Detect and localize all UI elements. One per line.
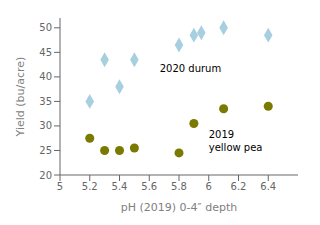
svg-text:25: 25 xyxy=(39,145,52,156)
svg-text:2020 durum: 2020 durum xyxy=(160,63,222,74)
svg-text:45: 45 xyxy=(39,47,52,58)
svg-text:40: 40 xyxy=(39,71,52,82)
svg-text:30: 30 xyxy=(39,120,52,131)
svg-text:pH (2019) 0-4″ depth: pH (2019) 0-4″ depth xyxy=(121,201,237,214)
svg-text:5: 5 xyxy=(57,181,63,192)
svg-text:5.6: 5.6 xyxy=(141,181,157,192)
svg-text:6.4: 6.4 xyxy=(260,181,276,192)
svg-text:2019yellow pea: 2019yellow pea xyxy=(209,129,263,153)
svg-text:20: 20 xyxy=(39,170,52,181)
svg-text:5.4: 5.4 xyxy=(112,181,128,192)
svg-text:5.2: 5.2 xyxy=(82,181,98,192)
svg-text:5.8: 5.8 xyxy=(171,181,187,192)
svg-text:Yield (bu/acre): Yield (bu/acre) xyxy=(14,57,27,138)
svg-text:50: 50 xyxy=(39,22,52,33)
svg-text:35: 35 xyxy=(39,96,52,107)
svg-text:6.2: 6.2 xyxy=(231,181,247,192)
svg-text:6: 6 xyxy=(206,181,212,192)
